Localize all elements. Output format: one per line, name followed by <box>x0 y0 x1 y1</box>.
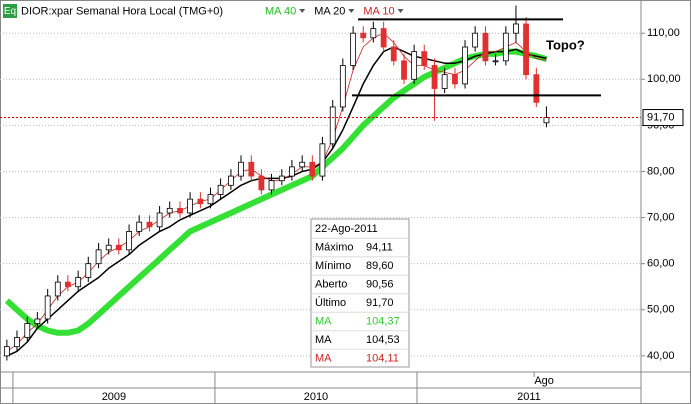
info-label: MA <box>315 352 332 364</box>
candle-body <box>105 244 112 251</box>
candle-body <box>136 221 143 232</box>
y-tick-label: 80,00 <box>647 165 675 177</box>
candle-body <box>95 249 102 265</box>
candle-body <box>207 194 214 205</box>
candle-body <box>156 212 163 228</box>
plot-area <box>0 5 641 361</box>
candle-body <box>319 143 326 177</box>
candle-body <box>34 318 41 324</box>
legend-dropdown <box>348 9 355 13</box>
candle-body <box>401 60 407 80</box>
candle-body <box>289 166 295 177</box>
candle-body <box>238 161 244 177</box>
month-tick-label: Ago <box>534 375 554 387</box>
y-tick-label: 50,00 <box>647 304 675 316</box>
info-value: 94,11 <box>366 241 393 253</box>
candle-body <box>3 346 10 357</box>
ma-line <box>6 46 547 357</box>
candle-body <box>228 175 234 186</box>
info-label: MA <box>315 315 332 327</box>
chart-title: DIOR:xpar Semanal Hora Local (TMG+0) <box>21 5 223 17</box>
symbol-icon <box>3 4 17 18</box>
candle-body <box>115 244 122 251</box>
info-label: Máximo <box>315 241 354 253</box>
y-tick-label: 110,00 <box>647 27 680 39</box>
candle-body <box>472 32 479 48</box>
candle-body <box>177 207 183 214</box>
candle-body <box>462 46 468 85</box>
candle-body <box>370 28 377 39</box>
candle-body <box>452 74 458 85</box>
candle-body <box>309 161 316 177</box>
candle-body <box>543 117 550 124</box>
info-date: 22-Ago-2011 <box>315 223 378 235</box>
last-price-box <box>642 109 684 127</box>
candle-body <box>197 198 204 205</box>
last-price-label: 91,70 <box>647 111 675 123</box>
y-tick-label: 70,00 <box>647 211 675 223</box>
candle-body <box>523 23 529 76</box>
info-value: 89,60 <box>366 260 394 272</box>
info-value: 104,11 <box>366 352 399 364</box>
candle-body <box>329 106 336 145</box>
info-value: 90,56 <box>366 278 394 290</box>
candle-body <box>339 65 346 108</box>
legend-entry: MA 20 <box>314 5 345 17</box>
candle-body <box>299 161 306 168</box>
candle-body <box>75 277 82 288</box>
candle-body <box>146 221 153 228</box>
candle-body <box>380 28 387 48</box>
x-tick-label: 2011 <box>517 391 541 403</box>
info-label: MA <box>315 334 332 346</box>
y-tick-label: 100,00 <box>647 73 681 85</box>
candle-body <box>85 263 92 278</box>
info-label: Último <box>315 296 346 309</box>
candle-body <box>360 32 367 39</box>
candle-body <box>64 281 71 288</box>
candle-body <box>513 23 519 34</box>
candle-body <box>441 74 448 89</box>
legend-dropdown <box>299 9 306 13</box>
candle-body <box>248 161 255 177</box>
info-value: 104,37 <box>366 315 400 327</box>
info-label: Mínimo <box>315 260 351 272</box>
info-value: 104,53 <box>366 334 400 346</box>
candle-body <box>258 175 265 191</box>
x-tick-label: 2010 <box>304 391 328 403</box>
candle-body <box>278 175 285 182</box>
legend-dropdown <box>397 9 404 13</box>
legend-entry: MA 10 <box>363 5 394 17</box>
y-tick-label: 40,00 <box>647 350 675 362</box>
symbol: Eq <box>4 6 16 17</box>
candle-body <box>54 281 61 297</box>
annotation: Topo? <box>546 37 585 52</box>
legend-entry: MA 40 <box>265 5 296 17</box>
info-value: 91,70 <box>366 297 394 309</box>
info-box <box>310 218 410 368</box>
candle-body <box>533 74 540 103</box>
candle-body <box>44 295 51 320</box>
candle-body <box>14 337 20 348</box>
candle-body <box>421 51 428 66</box>
x-tick-label: 2009 <box>102 391 126 403</box>
candle-body <box>390 46 397 62</box>
candle-body <box>502 32 509 62</box>
info-label: Aberto <box>315 278 347 290</box>
candle-body <box>187 198 193 214</box>
candle-body <box>217 184 224 195</box>
y-tick-label: 60,00 <box>647 258 675 270</box>
candle-body <box>411 51 418 80</box>
candle-body <box>492 60 499 63</box>
candle-body <box>482 32 489 62</box>
candle-body <box>350 32 357 66</box>
candle-body <box>166 207 173 214</box>
candle-body <box>431 65 438 89</box>
candle-body <box>126 231 132 251</box>
candle-body <box>268 180 275 191</box>
candle-body <box>24 323 31 338</box>
